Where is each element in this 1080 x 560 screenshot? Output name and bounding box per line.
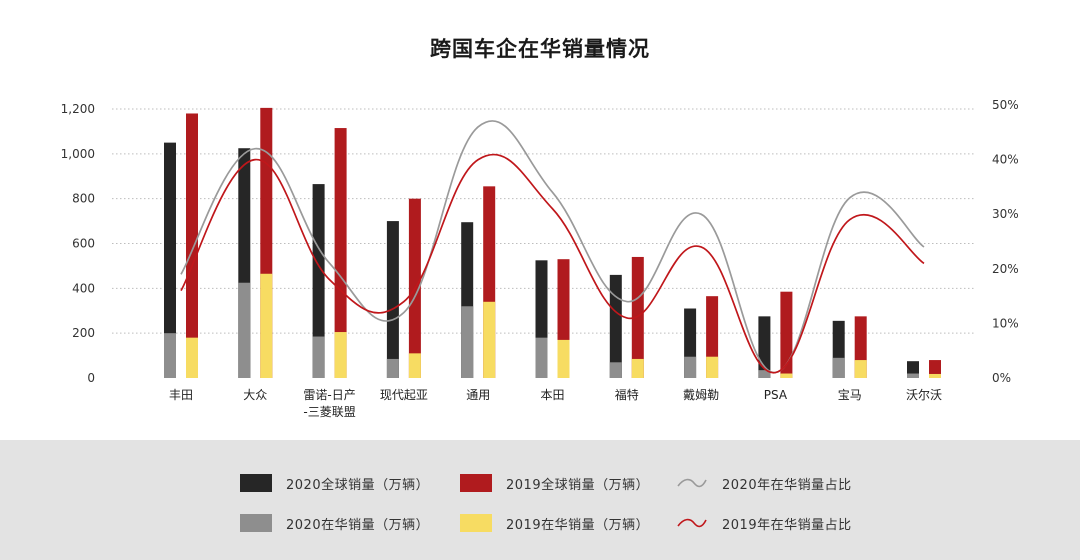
lines <box>180 120 925 374</box>
bar-2019-china <box>334 332 347 378</box>
bar-2020-china <box>832 357 845 378</box>
category-label: PSA <box>764 388 788 402</box>
legend-swatch-2019-global <box>460 474 492 492</box>
legend-item-2019-share: 2019年在华销量占比 <box>676 513 852 533</box>
bar-2019-china <box>186 337 198 378</box>
left-axis-tick: 200 <box>72 326 95 340</box>
category-label: 雷诺-日产 <box>303 388 355 402</box>
category-label: 通用 <box>466 388 490 402</box>
chart-title: 跨国车企在华销量情况 <box>430 37 650 61</box>
left-axis-tick: 400 <box>72 281 95 295</box>
bar-2019-global <box>334 128 347 378</box>
right-axis-tick: 40% <box>992 153 1019 167</box>
bar-2020-china <box>312 336 325 378</box>
legend-item-2019-china: 2019在华销量（万辆） <box>460 513 649 533</box>
bar-2020-global <box>609 274 622 378</box>
bar-2019-china <box>483 301 496 378</box>
category-label: 福特 <box>615 387 639 402</box>
bar-2019-global <box>780 291 793 378</box>
line-2020-share <box>180 120 925 374</box>
category-label: -三菱联盟 <box>303 405 355 419</box>
bar-2020-china <box>535 337 548 378</box>
bar-2020-china <box>461 306 474 378</box>
legend-item-2020-global: 2020全球销量（万辆） <box>240 473 429 493</box>
right-axis-tick: 50% <box>992 98 1019 112</box>
category-label: 本田 <box>540 388 564 402</box>
bar-2019-china <box>706 356 719 378</box>
category-label: 戴姆勒 <box>683 387 719 402</box>
category-label: 大众 <box>243 388 267 402</box>
bar-2019-china <box>631 358 644 378</box>
category-label: 沃尔沃 <box>906 387 942 402</box>
legend-swatch-2019-china <box>460 514 492 532</box>
legend-line-2019-share <box>677 518 707 528</box>
bar-2019-china <box>260 273 273 378</box>
bars <box>164 107 941 379</box>
right-axis-tick: 0% <box>992 371 1011 385</box>
left-axis: 0 200 400 600 800 1,000 1,200 <box>61 102 95 385</box>
bar-2019-china <box>929 373 941 378</box>
left-axis-tick: 1,000 <box>61 147 95 161</box>
bar-2020-china <box>609 362 622 378</box>
right-axis-tick: 10% <box>992 316 1019 330</box>
right-axis-tick: 30% <box>992 207 1019 221</box>
legend-label: 2020在华销量（万辆） <box>286 517 430 533</box>
bar-2020-global <box>164 142 176 378</box>
bar-2019-china <box>780 373 793 378</box>
bar-2020-china <box>238 282 251 378</box>
legend-label: 2019年在华销量占比 <box>722 517 852 533</box>
right-axis: 0% 10% 20% 30% 40% 50% <box>992 98 1019 385</box>
bar-2019-global <box>186 113 198 378</box>
left-axis-tick: 1,200 <box>61 102 95 116</box>
legend-line-2020-share <box>677 478 707 488</box>
bar-2020-china <box>758 370 771 378</box>
legend-label: 2020年在华销量占比 <box>722 477 852 493</box>
legend: 2020全球销量（万辆） 2019全球销量（万辆） 2020年在华销量占比 20… <box>0 440 1080 560</box>
bar-2020-china <box>164 333 176 378</box>
legend-swatch-2020-china <box>240 514 272 532</box>
left-axis-tick: 800 <box>72 192 95 206</box>
legend-item-2019-global: 2019全球销量（万辆） <box>460 473 649 493</box>
bar-2020-china <box>907 373 919 378</box>
category-label: 宝马 <box>838 388 862 402</box>
left-axis-tick: 600 <box>72 237 95 251</box>
bar-2019-china <box>557 339 570 378</box>
right-axis-tick: 20% <box>992 262 1019 276</box>
line-2019-share <box>180 153 925 374</box>
category-label: 丰田 <box>169 388 193 402</box>
left-axis-tick: 0 <box>87 371 95 385</box>
bar-2019-global <box>929 360 941 378</box>
legend-item-2020-china: 2020在华销量（万辆） <box>240 513 429 533</box>
legend-swatch-2020-global <box>240 474 272 492</box>
legend-label: 2019全球销量（万辆） <box>506 477 650 493</box>
bar-2020-china <box>684 356 697 378</box>
legend-label: 2019在华销量（万辆） <box>506 517 650 533</box>
combo-chart: 0 200 400 600 800 1,000 1,200 0% 10% 20% 30% 40% 50… <box>61 98 1019 419</box>
bar-2019-global <box>631 256 644 378</box>
bar-2019-china <box>408 353 421 378</box>
x-axis-categories: 丰田 大众 雷诺-日产 -三菱联盟 现代起亚 通用 本田 福特 戴姆勒 PSA 宝马 沃尔沃 <box>169 387 942 419</box>
bar-2020-china <box>386 358 399 378</box>
legend-item-2020-share: 2020年在华销量占比 <box>676 473 852 493</box>
category-label: 现代起亚 <box>380 388 428 402</box>
legend-label: 2020全球销量（万辆） <box>286 477 430 493</box>
bar-2020-global <box>386 221 399 378</box>
bar-2019-china <box>854 360 867 378</box>
bar-2020-global <box>312 184 325 378</box>
